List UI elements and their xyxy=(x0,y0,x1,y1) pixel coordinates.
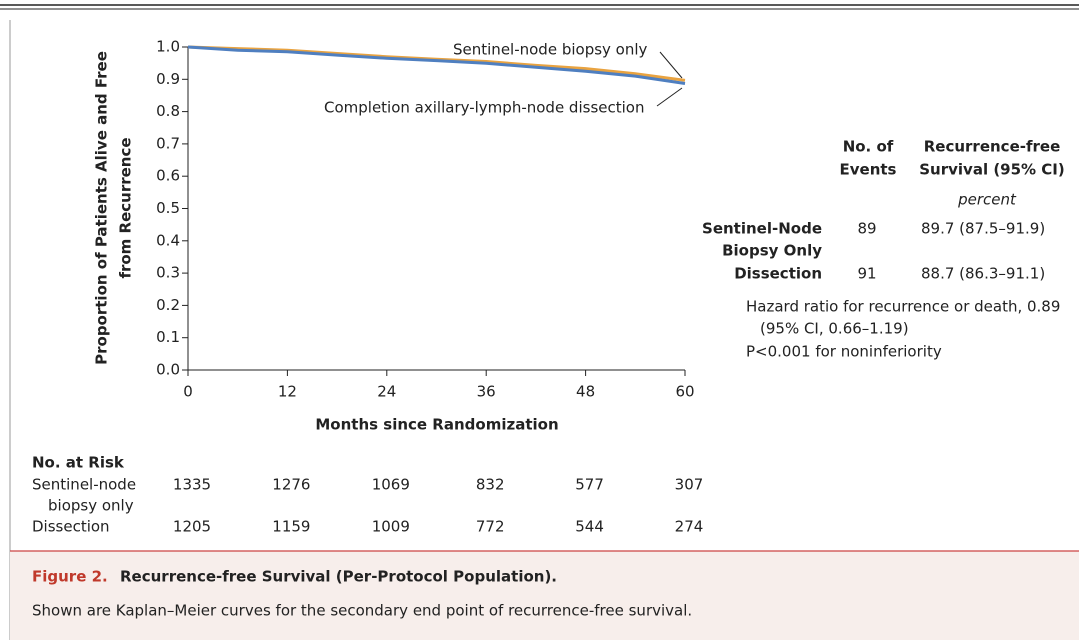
x-tick-label: 36 xyxy=(477,383,496,401)
survival-curve xyxy=(187,45,686,85)
caption-box xyxy=(10,551,1079,640)
table-events: 89 xyxy=(857,220,876,238)
y-tick-label: 0.6 xyxy=(156,167,180,185)
at-risk-count: 274 xyxy=(675,518,704,536)
x-tick-label: 12 xyxy=(278,383,297,401)
curve-annotation: Sentinel-node biopsy only xyxy=(453,41,648,59)
table-header: No. of xyxy=(843,138,894,156)
x-tick-label: 0 xyxy=(183,383,193,401)
x-tick-label: 48 xyxy=(576,383,595,401)
table-header: Recurrence-free xyxy=(924,138,1061,156)
y-tick-label: 1.0 xyxy=(156,38,180,56)
at-risk-label: biopsy only xyxy=(48,497,134,515)
at-risk-title: No. at Risk xyxy=(32,454,125,472)
y-tick-label: 0.7 xyxy=(156,134,180,152)
at-risk-count: 1009 xyxy=(372,518,410,536)
table-header: Survival (95% CI) xyxy=(919,161,1065,179)
x-axis-label: Months since Randomization xyxy=(315,416,558,434)
y-tick-label: 0.9 xyxy=(156,70,180,88)
table-row-label: Sentinel-Node xyxy=(702,220,822,238)
y-tick-label: 0.2 xyxy=(156,296,180,314)
at-risk-label: Sentinel-node xyxy=(32,476,136,494)
table-note: Hazard ratio for recurrence or death, 0.… xyxy=(746,298,1060,316)
at-risk-count: 1276 xyxy=(272,476,310,494)
table-header: Events xyxy=(840,161,897,179)
y-tick-label: 0.4 xyxy=(156,231,180,249)
at-risk-count: 1335 xyxy=(173,476,211,494)
at-risk-count: 307 xyxy=(675,476,704,494)
y-tick-label: 0.1 xyxy=(156,328,180,346)
annotation-pointer xyxy=(656,87,683,107)
annotation-pointer xyxy=(659,51,683,79)
table-unit: percent xyxy=(957,191,1017,209)
x-tick-label: 60 xyxy=(675,383,694,401)
y-axis-label: Proportion of Patients Alive and Free xyxy=(93,51,111,365)
table-note: (95% CI, 0.66–1.19) xyxy=(760,320,909,338)
at-risk-count: 832 xyxy=(476,476,505,494)
table-survival: 89.7 (87.5–91.9) xyxy=(921,220,1045,238)
caption-label: Figure 2. xyxy=(32,568,108,586)
at-risk-count: 1159 xyxy=(272,518,310,536)
y-tick-label: 0.8 xyxy=(156,102,180,120)
at-risk-count: 577 xyxy=(575,476,604,494)
table-row-label: Dissection xyxy=(734,265,822,283)
table-events: 91 xyxy=(857,265,876,283)
caption-text: Shown are Kaplan–Meier curves for the se… xyxy=(32,602,692,620)
at-risk-count: 544 xyxy=(575,518,604,536)
table-note: P<0.001 for noninferiority xyxy=(746,343,942,361)
y-tick-label: 0.0 xyxy=(156,361,180,379)
at-risk-count: 1205 xyxy=(173,518,211,536)
y-tick-label: 0.3 xyxy=(156,264,180,282)
at-risk-label: Dissection xyxy=(32,518,110,536)
table-row-label: Biopsy Only xyxy=(722,242,822,260)
curve-annotation: Completion axillary-lymph-node dissectio… xyxy=(324,99,644,117)
y-tick-label: 0.5 xyxy=(156,199,180,217)
table-survival: 88.7 (86.3–91.1) xyxy=(921,265,1045,283)
at-risk-count: 772 xyxy=(476,518,505,536)
x-tick-label: 24 xyxy=(377,383,396,401)
at-risk-count: 1069 xyxy=(372,476,410,494)
y-axis-label: from Recurrence xyxy=(117,137,135,278)
caption-title: Recurrence-free Survival (Per-Protocol P… xyxy=(120,568,557,586)
